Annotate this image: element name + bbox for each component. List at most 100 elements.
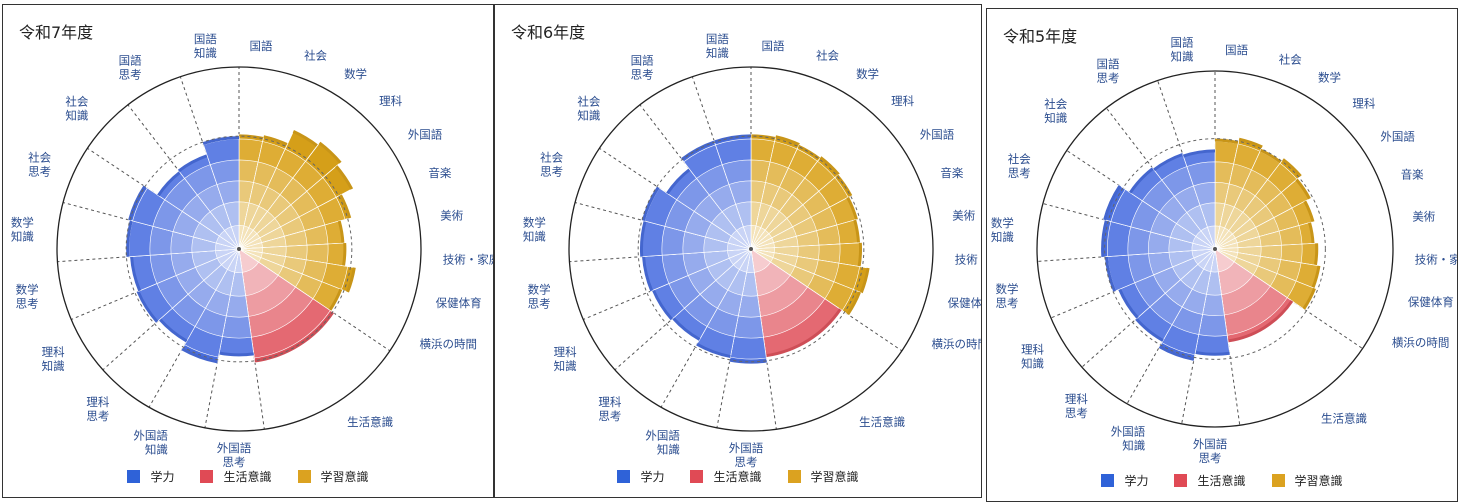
category-label: 横浜の時間: [419, 337, 477, 351]
wedge-理科[interactable]: [750, 155, 841, 250]
polar-chart-r5: 国語社会数学理科外国語音楽美術技術・家庭保健体育横浜の時間生活意識外国語思考外国…: [991, 36, 1457, 465]
wedge-国語知識[interactable]: [1182, 148, 1216, 250]
category-label: 社会: [816, 49, 839, 63]
legend-item-seikatsu[interactable]: 生活意識: [690, 468, 762, 485]
category-label: 社会知識: [577, 95, 600, 123]
wedge-社会知識[interactable]: [1128, 166, 1216, 250]
category-label-line: 生活意識: [347, 415, 393, 429]
wedge-音楽[interactable]: [1214, 199, 1315, 250]
wedge-保健体育[interactable]: [1214, 248, 1321, 289]
wedge-理科知識[interactable]: [1117, 248, 1216, 320]
wedge-国語知識[interactable]: [202, 135, 240, 250]
wedge-理科思考[interactable]: [671, 248, 752, 342]
wedge-数学思考[interactable]: [641, 248, 752, 292]
legend-item-gakushu[interactable]: 学習意識: [1271, 472, 1343, 489]
center-dot: [237, 247, 241, 251]
wedge-数学[interactable]: [750, 144, 821, 250]
category-label-line: 国語: [1225, 43, 1248, 57]
category-label: 数学知識: [11, 216, 34, 244]
category-label-line: 数学: [16, 283, 39, 297]
wedge-生活意識[interactable]: [238, 248, 335, 363]
wedge-理科知識[interactable]: [136, 248, 240, 324]
wedge-rim: [714, 134, 751, 144]
wedge-rim: [1129, 167, 1154, 194]
category-label-line: 外国語: [729, 441, 764, 455]
chart-panel-r6: 令和6年度 国語社会数学理科外国語音楽美術技術・家庭保健体育横浜の時間生活意識外…: [494, 4, 982, 498]
category-label: 生活意識: [1321, 412, 1367, 426]
wedge-音楽[interactable]: [750, 196, 859, 250]
wedge-横浜の時間[interactable]: [750, 248, 862, 316]
legend-item-seikatsu[interactable]: 生活意識: [200, 468, 272, 485]
category-label-line: 知識: [1021, 357, 1044, 371]
wedge-rim: [672, 317, 701, 341]
reference-circle: [1104, 138, 1326, 360]
wedge-国語思考[interactable]: [680, 139, 752, 250]
wedge-社会知識[interactable]: [665, 167, 752, 250]
wedge-rim: [202, 136, 239, 146]
wedge-国語思考[interactable]: [1152, 152, 1216, 250]
wedge-数学知識[interactable]: [639, 220, 752, 258]
wedge-外国語[interactable]: [1214, 178, 1312, 250]
wedge-外国語知識[interactable]: [1158, 248, 1216, 362]
category-label-line: 外国語: [1111, 425, 1146, 439]
wedge-数学[interactable]: [1214, 148, 1283, 250]
wedge-外国語思考[interactable]: [218, 248, 255, 357]
wedge-数学[interactable]: [238, 129, 319, 250]
wedge-rim: [846, 291, 861, 316]
category-label: 社会知識: [65, 95, 88, 123]
wedge-生活意識[interactable]: [750, 248, 843, 358]
category-label: 保健体育: [436, 296, 482, 310]
legend-item-gakuryoku[interactable]: 学力: [617, 468, 664, 485]
wedge-社会思考[interactable]: [641, 186, 752, 250]
wedge-rim: [292, 130, 319, 148]
wedge-理科知識[interactable]: [651, 248, 752, 321]
wedge-外国語[interactable]: [750, 174, 853, 250]
wedge-音楽[interactable]: [238, 193, 352, 250]
wedge-理科思考[interactable]: [1134, 248, 1216, 343]
category-label-line: 思考: [598, 409, 621, 423]
wedge-美術[interactable]: [1214, 221, 1315, 250]
category-label-line: 国語: [631, 53, 654, 67]
wedge-理科[interactable]: [238, 141, 343, 250]
legend-item-gakuryoku[interactable]: 学力: [1101, 472, 1148, 489]
wedge-技術・家庭[interactable]: [238, 242, 347, 267]
wedge-社会思考[interactable]: [1102, 184, 1216, 250]
legend-item-seikatsu[interactable]: 生活意識: [1174, 472, 1246, 489]
wedge-rim: [797, 144, 821, 161]
wedge-rim: [126, 220, 133, 257]
category-label: 数学知識: [523, 216, 546, 244]
category-label-line: 知識: [1044, 111, 1067, 125]
category-label: 外国語知識: [645, 428, 680, 456]
wedge-保健体育[interactable]: [750, 248, 871, 294]
wedge-rim: [218, 351, 254, 357]
legend-item-gakushu[interactable]: 学習意識: [787, 468, 859, 485]
wedge-rim: [1311, 265, 1321, 289]
category-label-line: 思考: [1065, 406, 1088, 420]
wedge-外国語[interactable]: [238, 164, 354, 250]
wedge-外国語思考[interactable]: [1194, 248, 1231, 357]
legend-swatch: [127, 470, 141, 483]
wedge-美術[interactable]: [238, 220, 345, 250]
category-label: 理科思考: [86, 395, 109, 423]
wedge-国語知識[interactable]: [713, 133, 752, 250]
wedge-rim: [328, 288, 343, 312]
category-label-line: 数学: [995, 282, 1018, 296]
legend-item-gakushu[interactable]: 学習意識: [297, 468, 369, 485]
wedge-社会[interactable]: [1214, 137, 1264, 250]
wedge-社会思考[interactable]: [127, 184, 240, 250]
wedge-数学知識[interactable]: [125, 219, 240, 258]
wedge-社会[interactable]: [750, 134, 801, 250]
wedge-数学思考[interactable]: [129, 248, 240, 292]
wedge-理科[interactable]: [1214, 157, 1303, 250]
wedge-生活意識[interactable]: [1214, 248, 1294, 343]
wedge-数学思考[interactable]: [1104, 248, 1216, 293]
wedge-数学知識[interactable]: [1100, 219, 1216, 258]
wedge-外国語知識[interactable]: [695, 248, 752, 359]
wedge-rim: [1135, 317, 1164, 342]
wedge-rim: [836, 174, 853, 197]
category-label-line: 思考: [734, 455, 757, 469]
wedge-rim: [1153, 152, 1184, 171]
category-label: 外国語知識: [133, 428, 168, 456]
wedge-外国語思考[interactable]: [729, 248, 768, 365]
legend-item-gakuryoku[interactable]: 学力: [127, 468, 174, 485]
